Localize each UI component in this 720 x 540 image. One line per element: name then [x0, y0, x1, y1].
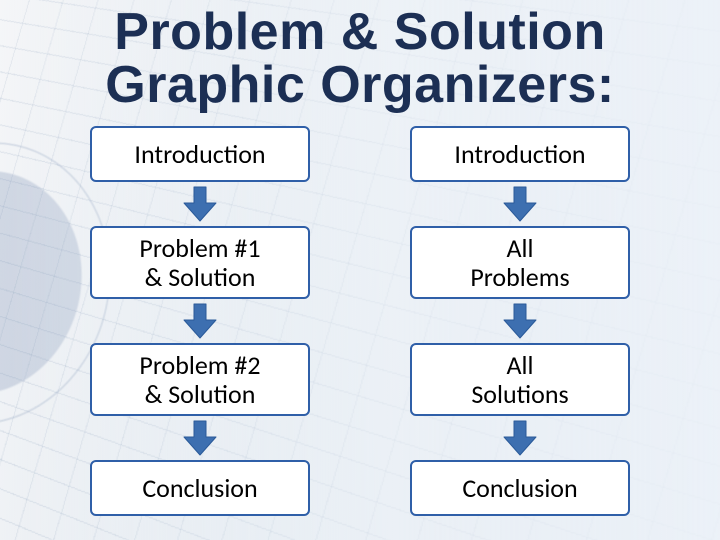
flow-box: Introduction	[410, 126, 630, 182]
down-arrow-icon	[500, 299, 540, 343]
slide-content: Problem & Solution Graphic Organizers: I…	[0, 0, 720, 540]
down-arrow-icon	[180, 416, 220, 460]
down-arrow-icon	[500, 182, 540, 226]
down-arrow-icon	[500, 416, 540, 460]
title-line-2: Graphic Organizers:	[20, 59, 700, 112]
flow-box: Problem #1 & Solution	[90, 226, 310, 299]
flow-box: Conclusion	[410, 460, 630, 516]
down-arrow-icon	[180, 182, 220, 226]
right-flow-column: Introduction All Problems All Solutions …	[390, 126, 650, 530]
flow-box: Introduction	[90, 126, 310, 182]
left-flow-column: Introduction Problem #1 & Solution Probl…	[70, 126, 330, 530]
flow-box: Problem #2 & Solution	[90, 343, 310, 416]
title-line-1: Problem & Solution	[20, 6, 700, 59]
flow-box: All Problems	[410, 226, 630, 299]
flow-columns: Introduction Problem #1 & Solution Probl…	[20, 112, 700, 530]
flow-box: All Solutions	[410, 343, 630, 416]
flow-box: Conclusion	[90, 460, 310, 516]
slide-title: Problem & Solution Graphic Organizers:	[20, 6, 700, 112]
down-arrow-icon	[180, 299, 220, 343]
